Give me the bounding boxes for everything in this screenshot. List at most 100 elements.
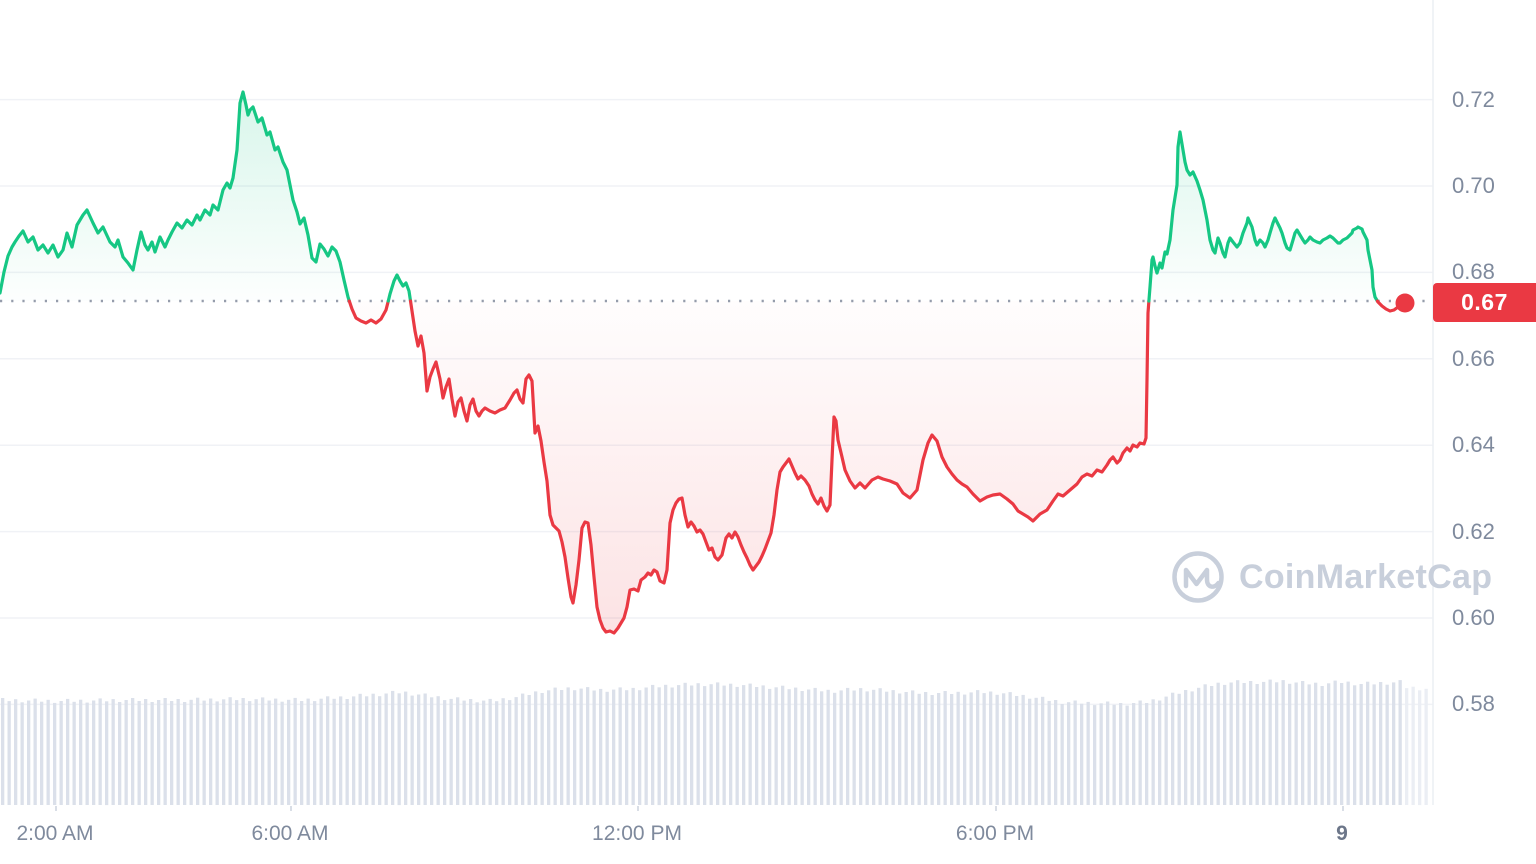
volume-bar bbox=[1366, 681, 1370, 805]
volume-bar bbox=[1138, 700, 1142, 805]
watermark-text: CoinMarketCap bbox=[1239, 557, 1493, 596]
volume-bar bbox=[521, 693, 525, 805]
volume-bar bbox=[417, 694, 421, 805]
volume-bar bbox=[1372, 684, 1376, 805]
volume-bar bbox=[124, 700, 128, 805]
volume-bar bbox=[1210, 686, 1214, 805]
volume-bar bbox=[274, 698, 278, 805]
volume-bar bbox=[878, 688, 882, 805]
volume-bar bbox=[781, 685, 785, 805]
volume-bar bbox=[833, 692, 837, 805]
volume-bar bbox=[365, 696, 369, 805]
volume-bar bbox=[280, 701, 284, 805]
volume-bar bbox=[1236, 680, 1240, 805]
volume-bar bbox=[33, 698, 37, 805]
volume-bar bbox=[27, 700, 31, 805]
volume-bar bbox=[1002, 693, 1006, 805]
price-line-up bbox=[386, 273, 413, 303]
volume-bar bbox=[1145, 703, 1149, 805]
volume-bar bbox=[1197, 687, 1201, 806]
volume-bar bbox=[371, 693, 375, 805]
volume-bar bbox=[943, 691, 947, 805]
volume-bar bbox=[930, 695, 934, 805]
volume-bar bbox=[1021, 694, 1025, 805]
volume-bar bbox=[228, 697, 232, 805]
volume-bar bbox=[911, 690, 915, 805]
volume-bar bbox=[638, 690, 642, 805]
x-axis-label: 9 bbox=[1336, 822, 1348, 845]
volume-bar bbox=[163, 698, 167, 805]
y-axis-label: 0.58 bbox=[1452, 691, 1495, 717]
volume-bar bbox=[1171, 692, 1175, 805]
volume-bar bbox=[1093, 705, 1097, 805]
volume-bar bbox=[319, 698, 323, 805]
volume-bar bbox=[963, 694, 967, 805]
volume-bar bbox=[586, 687, 590, 805]
volume-bar bbox=[202, 700, 206, 805]
volume-bar bbox=[1294, 682, 1298, 805]
volume-bar bbox=[254, 699, 258, 805]
volume-bar bbox=[794, 687, 798, 805]
volume-bar bbox=[137, 701, 141, 805]
volume-bar bbox=[430, 697, 434, 805]
volume-bar bbox=[339, 696, 343, 805]
price-line-up bbox=[0, 90, 351, 303]
volume-bar bbox=[293, 697, 297, 805]
volume-bar bbox=[1249, 681, 1253, 805]
volume-bar bbox=[1255, 684, 1259, 805]
volume-bar bbox=[527, 695, 531, 805]
volume-bar bbox=[189, 699, 193, 805]
volume-bar bbox=[1379, 682, 1383, 805]
volume-bar bbox=[1320, 686, 1324, 805]
volume-bar bbox=[1112, 704, 1116, 806]
volume-bar bbox=[267, 700, 271, 805]
x-axis-tick bbox=[290, 806, 292, 811]
volume-bar bbox=[852, 690, 856, 805]
volume-bar bbox=[1340, 683, 1344, 805]
volume-bar bbox=[618, 687, 622, 805]
volume-bar bbox=[495, 701, 499, 805]
volume-bar bbox=[46, 699, 50, 805]
volume-bar bbox=[352, 696, 356, 805]
volume-bar bbox=[59, 701, 63, 805]
volume-bar bbox=[326, 696, 330, 805]
y-axis-label: 0.62 bbox=[1452, 518, 1495, 544]
volume-bar bbox=[79, 699, 83, 805]
volume-bar bbox=[1177, 693, 1181, 806]
volume-bar bbox=[72, 701, 76, 805]
volume-bar bbox=[449, 698, 453, 805]
volume-bar bbox=[566, 687, 570, 805]
volume-bar bbox=[20, 702, 24, 805]
volume-bar bbox=[787, 689, 791, 805]
volume-bar bbox=[1275, 682, 1279, 806]
volume-bar bbox=[1060, 704, 1064, 805]
volume-bar bbox=[1229, 682, 1233, 805]
volume-bar bbox=[443, 700, 447, 805]
volume-bar bbox=[989, 691, 993, 805]
volume-bar bbox=[14, 699, 18, 805]
volume-bar bbox=[677, 685, 681, 805]
volume-bar bbox=[748, 683, 752, 805]
volume-bar bbox=[631, 687, 635, 805]
coinmarketcap-watermark: CoinMarketCap bbox=[1170, 549, 1492, 605]
volume-bar bbox=[891, 690, 895, 805]
volume-bar bbox=[976, 690, 980, 805]
volume-bar bbox=[1151, 699, 1155, 805]
volume-bar bbox=[404, 691, 408, 805]
volume-bar bbox=[774, 687, 778, 805]
volume-bar bbox=[1008, 692, 1012, 805]
x-axis-tick bbox=[1342, 806, 1344, 811]
volume-bar bbox=[170, 701, 174, 805]
volume-bar bbox=[118, 702, 122, 805]
volume-bar bbox=[98, 698, 102, 805]
volume-bar bbox=[384, 693, 388, 805]
volume-bar bbox=[332, 698, 336, 805]
volume-bar bbox=[7, 701, 11, 805]
volume-bar bbox=[1216, 682, 1220, 805]
volume-bar bbox=[560, 690, 564, 805]
volume-bar bbox=[573, 690, 577, 805]
volume-bar bbox=[696, 683, 700, 805]
volume-bar bbox=[397, 693, 401, 806]
area-fill-up bbox=[1148, 132, 1378, 301]
